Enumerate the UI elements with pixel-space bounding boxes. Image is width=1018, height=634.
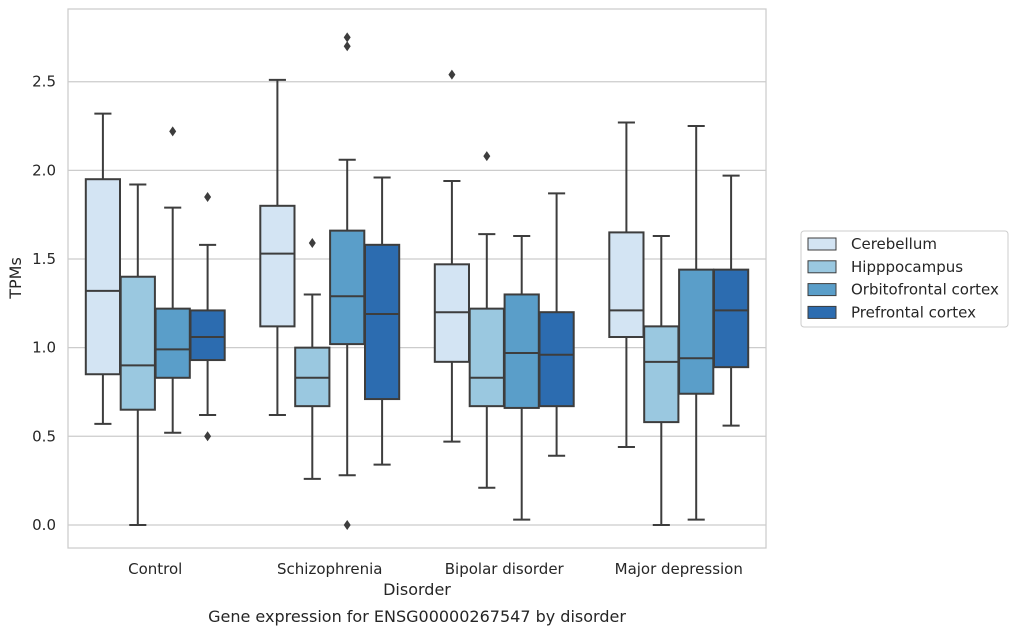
box-prefrontal-cortex bbox=[189, 191, 226, 442]
box-iqr bbox=[363, 243, 401, 401]
box-iqr bbox=[643, 325, 680, 424]
box-hipppocampus bbox=[468, 151, 505, 489]
box-orbitofrontal-cortex bbox=[154, 126, 191, 434]
y-tick-label: 2.0 bbox=[32, 161, 56, 179]
legend: Cerebellum Hipppocampus Orbitofrontal cort… bbox=[800, 230, 1009, 328]
y-axis-title: TPMs bbox=[6, 257, 25, 300]
plot-area bbox=[67, 8, 767, 549]
y-tick-label: 2.5 bbox=[32, 73, 56, 91]
x-axis-ticks: Control Schizophrenia Bipolar disorder Majo… bbox=[128, 560, 743, 578]
box-iqr bbox=[329, 229, 366, 346]
box-iqr bbox=[712, 268, 750, 369]
box-cerebellum bbox=[433, 69, 471, 443]
box-iqr bbox=[189, 309, 226, 362]
chart-caption: Gene expression for ENSG00000267547 by d… bbox=[208, 607, 626, 626]
legend-label: Orbitofrontal cortex bbox=[851, 281, 999, 299]
outlier-point bbox=[343, 519, 351, 530]
box-iqr bbox=[503, 293, 540, 409]
legend-frame bbox=[800, 230, 1009, 328]
box-hipppocampus bbox=[294, 238, 331, 480]
legend-label: Hipppocampus bbox=[851, 258, 963, 276]
outlier-point bbox=[343, 41, 351, 52]
box-prefrontal-cortex bbox=[538, 192, 575, 457]
legend-swatch bbox=[807, 260, 837, 274]
outlier-point bbox=[204, 431, 212, 442]
box-series bbox=[84, 32, 750, 530]
x-axis-title: Disorder bbox=[383, 580, 451, 599]
box-prefrontal-cortex bbox=[712, 174, 750, 427]
box-iqr bbox=[259, 204, 296, 328]
box-iqr bbox=[608, 231, 645, 339]
outlier-point bbox=[448, 69, 456, 80]
box-iqr bbox=[468, 307, 505, 408]
box-orbitofrontal-cortex bbox=[503, 234, 540, 521]
legend-label: Prefrontal cortex bbox=[851, 303, 976, 321]
box-cerebellum bbox=[84, 112, 122, 425]
box-iqr bbox=[119, 275, 156, 411]
y-axis-ticks: 0.0 0.5 1.0 1.5 2.0 2.5 bbox=[32, 73, 56, 534]
x-tick-label: Schizophrenia bbox=[277, 560, 382, 578]
box-prefrontal-cortex bbox=[363, 176, 401, 466]
x-tick-label: Control bbox=[128, 560, 182, 578]
y-tick-label: 0.5 bbox=[32, 427, 56, 445]
box-hipppocampus bbox=[119, 183, 156, 526]
y-tick-label: 0.0 bbox=[32, 516, 56, 534]
box-orbitofrontal-cortex bbox=[678, 125, 715, 521]
box-iqr bbox=[678, 268, 715, 395]
y-tick-label: 1.5 bbox=[32, 250, 56, 268]
x-tick-label: Major depression bbox=[615, 560, 743, 578]
outlier-point bbox=[483, 151, 491, 162]
outlier-point bbox=[308, 238, 316, 249]
legend-swatch bbox=[807, 237, 837, 251]
legend-swatch bbox=[807, 283, 837, 297]
legend-label: Cerebellum bbox=[851, 235, 937, 253]
outlier-point bbox=[343, 32, 351, 43]
y-tick-label: 1.0 bbox=[32, 339, 56, 357]
box-iqr bbox=[154, 307, 191, 379]
box-cerebellum bbox=[259, 78, 296, 417]
box-cerebellum bbox=[608, 121, 645, 448]
box-iqr bbox=[84, 178, 122, 376]
outlier-point bbox=[204, 191, 212, 202]
x-tick-label: Bipolar disorder bbox=[445, 560, 565, 578]
box-iqr bbox=[538, 311, 575, 408]
outlier-point bbox=[169, 126, 177, 137]
legend-swatch bbox=[807, 305, 837, 319]
